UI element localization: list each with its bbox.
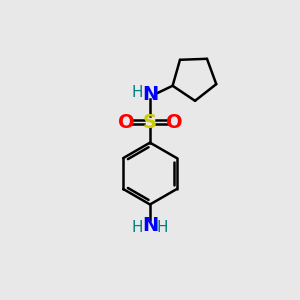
Text: O: O: [118, 112, 134, 131]
Text: H: H: [157, 220, 168, 235]
Text: S: S: [143, 112, 157, 131]
Text: N: N: [142, 216, 158, 235]
Text: H: H: [132, 85, 143, 100]
Text: H: H: [132, 220, 143, 235]
Text: O: O: [166, 112, 182, 131]
Text: N: N: [142, 85, 158, 104]
